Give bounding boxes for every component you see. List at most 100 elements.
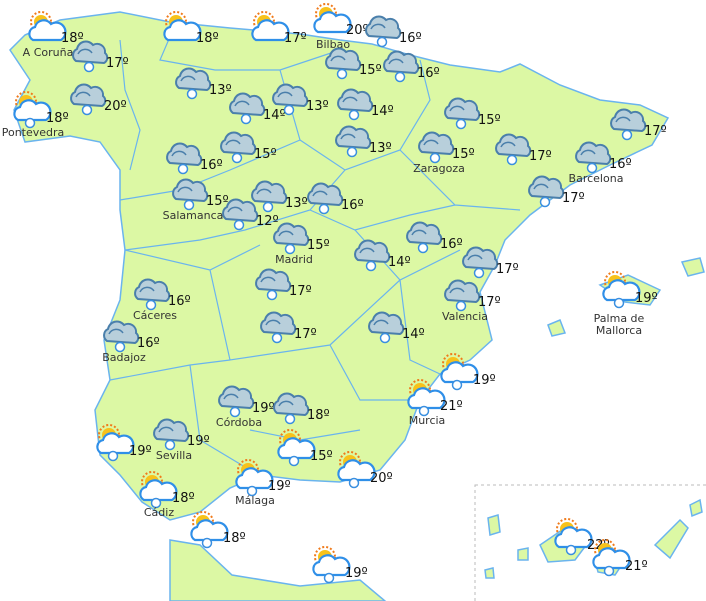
forecast-point[interactable]: 14º xyxy=(368,311,425,344)
forecast-point[interactable]: 19º xyxy=(96,424,152,462)
forecast-point[interactable]: 12º xyxy=(222,198,279,231)
forecast-point[interactable]: 18º xyxy=(190,511,246,549)
forecast-point[interactable]: 16º xyxy=(307,182,364,215)
temperature: 20º xyxy=(370,471,393,486)
city-label: Sevilla xyxy=(156,449,192,462)
forecast-point[interactable]: 15º xyxy=(220,131,277,164)
forecast-point[interactable]: 16º xyxy=(383,50,440,83)
temperature: 18º xyxy=(46,111,69,126)
temperature: 19º xyxy=(268,479,291,494)
forecast-point[interactable]: 20º xyxy=(337,451,393,489)
temperature: 14º xyxy=(388,255,411,270)
temperature: 19º xyxy=(473,373,496,388)
city-label: Bilbao xyxy=(316,38,350,51)
temperature: 21º xyxy=(440,399,463,414)
temperature: 19º xyxy=(187,434,210,449)
temperature: 14º xyxy=(402,327,425,342)
temperature: 13º xyxy=(306,99,329,114)
temperature: 17º xyxy=(529,149,552,164)
forecast-point[interactable]: 17º xyxy=(72,40,129,73)
forecast-point[interactable]: 16º xyxy=(365,15,422,48)
forecast-point[interactable]: 17º xyxy=(495,133,552,166)
temperature: 17º xyxy=(496,262,519,277)
temperature: 19º xyxy=(345,566,368,581)
forecast-point[interactable]: 17º xyxy=(610,108,667,141)
city-label: Madrid xyxy=(275,253,313,266)
forecast-point[interactable]: 20º xyxy=(70,83,127,116)
temperature: 15º xyxy=(452,147,475,162)
temperature: 21º xyxy=(625,559,648,574)
temperature: 17º xyxy=(294,327,317,342)
temperature: 13º xyxy=(209,83,232,98)
forecast-point[interactable]: 16º xyxy=(166,142,223,175)
forecast-point[interactable]: 19º xyxy=(312,546,368,584)
forecast-point[interactable]: 19º xyxy=(440,353,496,391)
forecast-point[interactable]: 13º xyxy=(251,180,308,213)
city-label: Cáceres xyxy=(133,309,177,322)
temperature: 19º xyxy=(129,444,152,459)
forecast-point[interactable]: 19º Palma de Mallorca xyxy=(594,271,658,337)
forecast-point[interactable]: 18º xyxy=(163,11,219,46)
city-label: Barcelona xyxy=(569,172,624,185)
city-label: A Coruña xyxy=(23,46,74,59)
temperature: 12º xyxy=(256,214,279,229)
forecast-point[interactable]: 15º xyxy=(277,429,333,467)
city-label: Cádiz xyxy=(144,506,174,519)
temperature: 15º xyxy=(359,63,382,78)
temperature: 17º xyxy=(289,284,312,299)
forecast-point[interactable]: 17º xyxy=(528,175,585,208)
forecast-point[interactable]: 17º xyxy=(462,246,519,279)
forecast-point[interactable]: 21º xyxy=(592,539,648,577)
temperature: 13º xyxy=(369,141,392,156)
forecast-point[interactable]: 16º xyxy=(406,221,463,254)
forecast-point[interactable]: 14º xyxy=(337,88,394,121)
temperature: 14º xyxy=(371,104,394,119)
forecast-point[interactable]: 14º xyxy=(354,239,411,272)
temperature: 20º xyxy=(104,99,127,114)
forecast-point[interactable]: 13º xyxy=(272,83,329,116)
temperature: 15º xyxy=(307,238,330,253)
forecast-point[interactable]: 17º xyxy=(255,268,312,301)
forecast-point[interactable]: 17º xyxy=(251,11,307,46)
city-label: Badajoz xyxy=(102,351,146,364)
forecast-point[interactable]: 13º xyxy=(175,67,232,100)
city-label: Córdoba xyxy=(216,416,262,429)
forecast-point[interactable]: 17º xyxy=(260,311,317,344)
forecast-point[interactable]: 15º xyxy=(444,97,501,130)
temperature: 16º xyxy=(399,31,422,46)
temperature: 15º xyxy=(206,194,229,209)
temperature: 19º xyxy=(252,401,275,416)
forecast-point[interactable]: 13º xyxy=(335,125,392,158)
temperature: 18º xyxy=(223,531,246,546)
forecast-point[interactable]: 18º xyxy=(273,392,330,425)
forecast-point[interactable]: 14º xyxy=(229,92,286,125)
forecast-point[interactable]: 15º xyxy=(325,47,382,80)
temperature: 16º xyxy=(440,237,463,252)
city-label: Murcia xyxy=(409,414,446,427)
temperature: 17º xyxy=(644,124,667,139)
city-label: Valencia xyxy=(442,310,488,323)
temperature: 16º xyxy=(341,198,364,213)
temperature: 18º xyxy=(307,408,330,423)
temperature: 14º xyxy=(263,108,286,123)
temperature: 16º xyxy=(168,294,191,309)
temperature: 17º xyxy=(478,295,501,310)
temperature: 15º xyxy=(478,113,501,128)
temperature: 18º xyxy=(61,31,84,46)
